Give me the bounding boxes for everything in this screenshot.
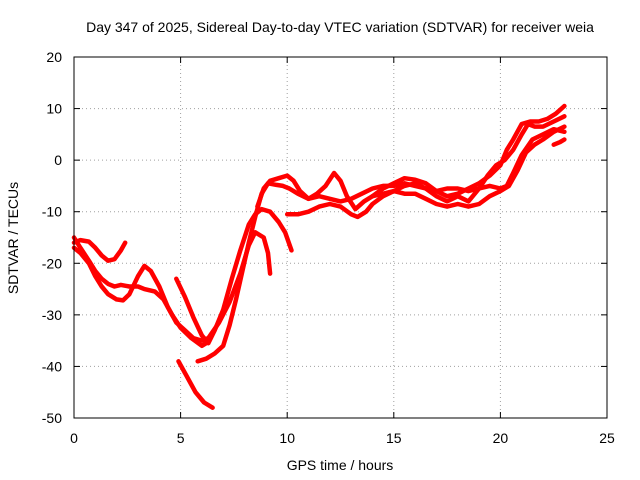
axis-ticks: 0 5 10 15 20 25 -50 -40 -30 -20 -10 0 10 20	[42, 49, 615, 446]
x-axis-label: GPS time / hours	[287, 457, 394, 473]
plot-frame	[73, 56, 608, 419]
x-tick-label: 15	[386, 430, 402, 446]
series-line-track-8	[284, 124, 567, 220]
series-line-track-4	[174, 206, 294, 346]
x-tick-label: 5	[177, 430, 185, 446]
chart-title: Day 347 of 2025, Sidereal Day-to-day VTE…	[86, 19, 594, 35]
x-tick-label: 0	[70, 430, 78, 446]
grid-lines	[74, 57, 607, 418]
x-tick-label: 25	[599, 430, 615, 446]
y-tick-label: -30	[42, 307, 62, 323]
y-tick-label: -20	[42, 255, 62, 271]
series-line-track-7	[255, 114, 567, 212]
y-tick-label: -10	[42, 204, 62, 220]
y-tick-label: -50	[42, 410, 62, 426]
series-line-track-5	[176, 359, 215, 410]
series-line-track-9	[370, 103, 567, 199]
series-line-track-10	[551, 137, 567, 147]
y-tick-label: -40	[42, 358, 62, 374]
y-tick-label: 20	[46, 49, 62, 65]
y-tick-label: 0	[54, 152, 62, 168]
data-series	[71, 103, 567, 410]
x-tick-label: 20	[493, 430, 509, 446]
y-axis-label: SDTVAR / TECUs	[5, 182, 21, 294]
series-line-track-1	[71, 237, 128, 263]
x-tick-label: 10	[279, 430, 295, 446]
y-tick-label: 10	[46, 101, 62, 117]
